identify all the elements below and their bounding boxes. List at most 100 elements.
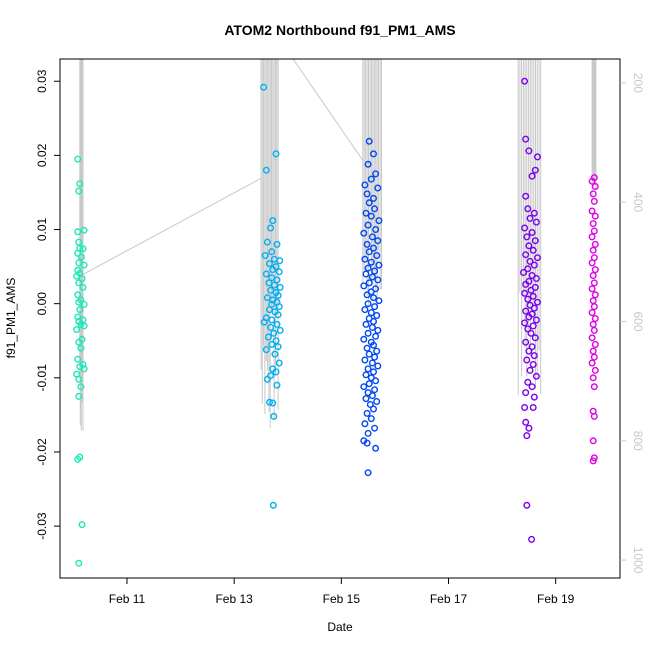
data-point bbox=[371, 386, 379, 394]
data-point bbox=[75, 375, 83, 383]
data-point bbox=[529, 361, 537, 369]
data-point bbox=[375, 217, 383, 225]
data-point bbox=[368, 233, 376, 241]
data-point bbox=[260, 83, 268, 91]
data-point bbox=[367, 309, 375, 317]
data-point bbox=[522, 135, 530, 143]
data-point bbox=[372, 332, 380, 340]
data-point bbox=[364, 264, 372, 272]
data-point bbox=[266, 398, 274, 406]
data-point bbox=[364, 300, 372, 308]
data-point bbox=[80, 226, 88, 234]
data-point bbox=[270, 281, 278, 289]
data-point bbox=[531, 334, 539, 342]
data-point bbox=[374, 362, 382, 370]
data-point bbox=[262, 270, 270, 278]
data-point bbox=[363, 240, 371, 248]
data-point bbox=[525, 424, 533, 432]
data-point bbox=[528, 535, 536, 543]
data-point bbox=[362, 395, 370, 403]
y-tick-label: 0.01 bbox=[35, 217, 49, 241]
data-point bbox=[589, 246, 597, 254]
data-point bbox=[532, 372, 540, 380]
data-point bbox=[371, 267, 379, 275]
data-point bbox=[529, 322, 537, 330]
data-point bbox=[589, 297, 597, 305]
data-point bbox=[269, 399, 277, 407]
plot-frame bbox=[59, 58, 621, 579]
x-axis-label: Date bbox=[327, 620, 353, 634]
data-point bbox=[525, 242, 533, 250]
data-point bbox=[360, 282, 368, 290]
data-point bbox=[274, 292, 282, 300]
data-point bbox=[588, 177, 596, 185]
data-point bbox=[374, 237, 382, 245]
data-point bbox=[370, 368, 378, 376]
data-point bbox=[589, 272, 597, 280]
data-point bbox=[532, 316, 540, 324]
data-point bbox=[527, 286, 535, 294]
data-point bbox=[78, 521, 86, 529]
data-point bbox=[368, 392, 376, 400]
chart-title: ATOM2 Northbound f91_PM1_AMS bbox=[224, 22, 455, 38]
data-point bbox=[591, 366, 599, 374]
data-point bbox=[372, 377, 380, 385]
data-point bbox=[275, 359, 283, 367]
data-point bbox=[525, 313, 533, 321]
x-axis: Feb 11 Feb 13 Feb 15 Feb 17 Feb 19 bbox=[109, 578, 575, 606]
data-point bbox=[523, 501, 531, 509]
data-point bbox=[267, 224, 275, 232]
data-point bbox=[529, 404, 537, 412]
data-point bbox=[74, 249, 82, 257]
data-point bbox=[262, 166, 270, 174]
data-point bbox=[79, 245, 87, 253]
data-point bbox=[367, 175, 375, 183]
data-point bbox=[530, 209, 538, 217]
y2-tick-label: 600 bbox=[631, 311, 645, 331]
y2-tick-label: 1000 bbox=[631, 547, 645, 574]
data-point bbox=[272, 150, 280, 158]
data-point bbox=[521, 404, 529, 412]
data-point bbox=[275, 303, 283, 311]
data-point bbox=[375, 261, 383, 269]
data-point bbox=[520, 269, 528, 277]
y-tick-label: 0.03 bbox=[35, 69, 49, 93]
data-point bbox=[74, 355, 82, 363]
data-point bbox=[364, 469, 372, 477]
data-point bbox=[590, 303, 598, 311]
data-point bbox=[373, 251, 381, 259]
data-point bbox=[276, 257, 284, 265]
data-point bbox=[588, 309, 596, 317]
data-point bbox=[374, 184, 382, 192]
data-point bbox=[274, 311, 282, 319]
y-axis: 0.03 0.02 0.01 0.00 -0.01 -0.02 -0.03 bbox=[35, 69, 60, 540]
data-point bbox=[367, 258, 375, 266]
data-point bbox=[531, 166, 539, 174]
data-point bbox=[360, 335, 368, 343]
data-point bbox=[364, 429, 372, 437]
data-point bbox=[370, 318, 378, 326]
data-point bbox=[73, 326, 81, 334]
data-point bbox=[366, 401, 374, 409]
y-tick-label: -0.02 bbox=[35, 438, 49, 466]
data-point bbox=[276, 283, 284, 291]
data-point bbox=[371, 353, 379, 361]
data-point bbox=[525, 147, 533, 155]
data-point bbox=[591, 182, 599, 190]
data-point bbox=[74, 228, 82, 236]
data-point bbox=[74, 313, 82, 321]
data-point bbox=[272, 337, 280, 345]
data-point bbox=[528, 343, 536, 351]
data-point bbox=[588, 334, 596, 342]
data-point bbox=[375, 297, 383, 305]
data-point bbox=[534, 153, 542, 161]
data-point bbox=[373, 312, 381, 320]
data-point bbox=[370, 294, 378, 302]
y2-tick-label: 200 bbox=[631, 73, 645, 93]
data-point bbox=[526, 257, 534, 265]
data-point bbox=[528, 228, 536, 236]
data-point bbox=[367, 212, 375, 220]
data-point bbox=[534, 254, 542, 262]
data-point bbox=[530, 261, 538, 269]
data-point bbox=[521, 77, 529, 85]
